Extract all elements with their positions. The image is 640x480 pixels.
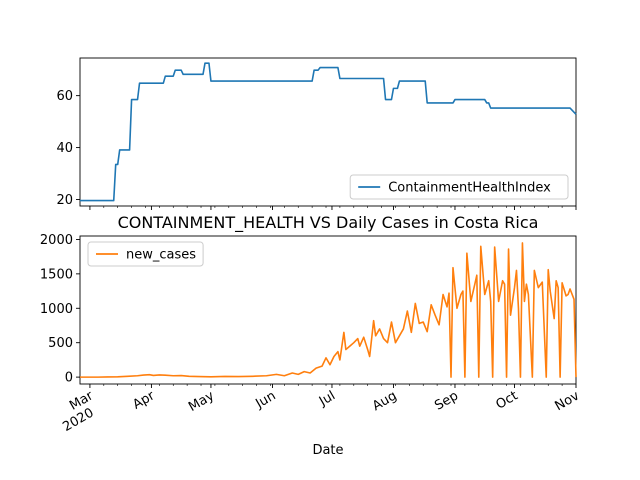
bottom-y-tick-label-0: 0 (65, 371, 73, 386)
bottom-y-axis: 0 500 1000 1500 2000 (40, 233, 80, 386)
top-x-axis (89, 206, 577, 210)
bottom-y-tick-label-3: 1500 (40, 267, 73, 282)
x-tick-label-5: Aug (370, 388, 399, 414)
bottom-legend-label: new_cases (126, 248, 196, 263)
bottom-x-axis: Mar2020 Apr May Jun Jul Aug Sep Oct Nov (53, 384, 583, 435)
bottom-y-tick-label-4: 2000 (40, 233, 73, 248)
top-legend-label: ContainmentHealthIndex (388, 181, 551, 196)
x-tick-label-8: Nov (553, 388, 583, 414)
bottom-legend: new_cases (87, 241, 204, 267)
x-tick-label-3: Jun (252, 388, 278, 412)
top-y-tick-label-1: 40 (56, 141, 73, 156)
top-chart-panel: 20 40 60 ContainmentHealthIndex (56, 57, 577, 210)
x-tick-label-2: May (186, 388, 217, 415)
x-tick-label-line: Aug (370, 388, 399, 414)
x-axis-label: Date (312, 443, 343, 458)
x-tick-label-line: Nov (553, 388, 583, 414)
x-tick-label-line: Oct (494, 388, 521, 412)
bottom-y-tick-label-1: 500 (48, 336, 73, 351)
bottom-plot-frame (79, 235, 577, 385)
x-tick-label-7: Oct (494, 388, 521, 412)
bottom-series-line-0 (80, 242, 577, 378)
x-tick-label-6: Sep (432, 388, 461, 413)
top-y-tick-label-2: 60 (56, 89, 73, 104)
bottom-chart-panel: 0 500 1000 1500 2000 Mar2020 Apr May Jun Jul Aug S… (40, 233, 582, 435)
top-y-tick-label-0: 20 (56, 193, 73, 208)
chart-title: CONTAINMENT_HEALTH VS Daily Cases in Cos… (118, 213, 539, 233)
x-tick-label-0: Mar2020 (53, 388, 104, 435)
x-tick-label-4: Jul (316, 388, 338, 409)
x-tick-label-line: Jun (252, 388, 278, 412)
x-tick-label-line: Apr (130, 388, 158, 413)
x-tick-label-line: May (186, 388, 217, 415)
bottom-series-layer (80, 242, 577, 378)
top-y-axis: 20 40 60 (56, 89, 80, 208)
top-plot-frame (79, 57, 577, 207)
top-legend-box (349, 174, 569, 200)
top-series-line-0 (80, 62, 577, 202)
x-tick-label-1: Apr (130, 388, 158, 413)
x-tick-label-line: Sep (432, 388, 461, 413)
top-legend: ContainmentHealthIndex (349, 174, 569, 200)
bottom-y-tick-label-2: 1000 (40, 302, 73, 317)
bottom-legend-box (87, 241, 204, 267)
top-series-layer (80, 62, 577, 202)
x-tick-label-line: Jul (316, 388, 338, 409)
